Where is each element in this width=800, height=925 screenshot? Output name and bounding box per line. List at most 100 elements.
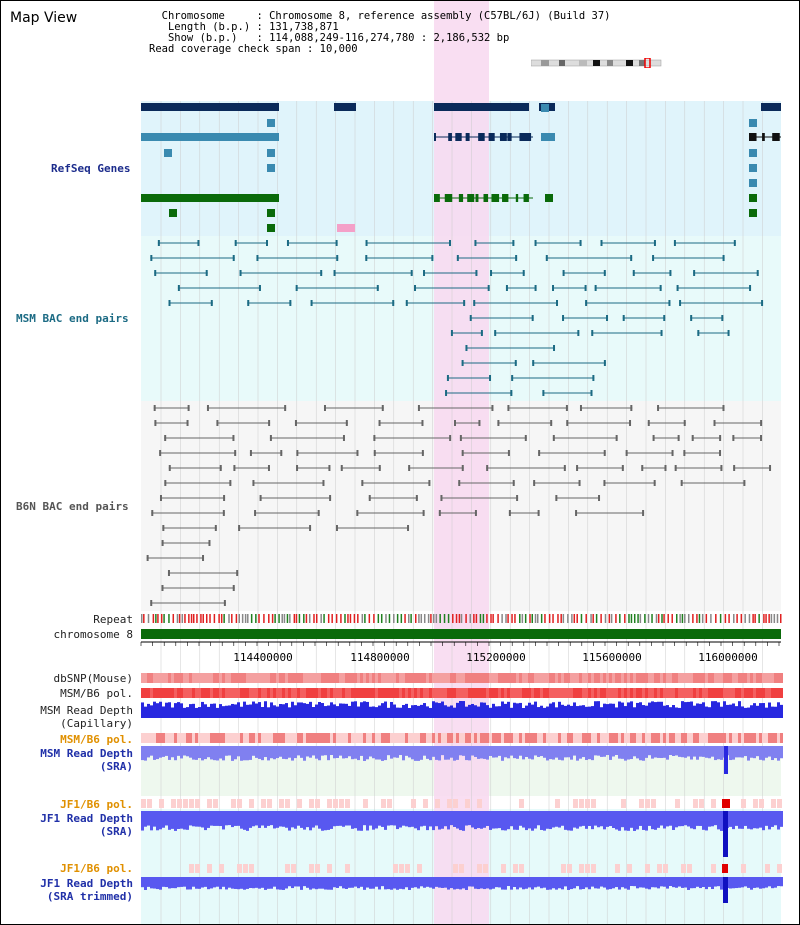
bac-end [514,360,517,366]
sra-depth-bar [678,746,681,757]
jf1-pol2-cell [567,864,572,873]
msm-pol2-cell [321,733,324,743]
repeat-mark [244,614,247,623]
bac-end [474,510,477,516]
bac-end [333,270,336,276]
read-depth-bar [222,706,225,718]
msm-pol-cell [639,688,642,698]
dbsnp-cell [267,673,270,683]
read-depth-bar [318,701,321,718]
jf1-trim-bar [240,877,243,889]
msm-pol-cell [612,688,615,698]
jf1-depth-bar [468,811,471,826]
bac-end [505,285,508,291]
jf1-pol-cell [189,799,194,808]
read-depth-bar [501,701,504,718]
read-depth-bar [174,703,177,718]
sra-depth-bar [318,746,321,761]
msm-pol2-cell [204,733,207,743]
chromosome-ideogram[interactable] [530,53,663,69]
dbsnp-cell [528,673,531,683]
msm-pol2-cell [381,733,384,743]
jf1-pol-cell [573,799,578,808]
bac-end [693,270,696,276]
dbsnp-cell [597,673,600,683]
jf1-trim-bar [273,877,276,887]
msm-pol-cell [219,688,222,698]
sra-depth-bar [495,746,498,758]
bac-end [553,345,556,351]
repeat-mark [705,614,708,623]
read-depth-bar [585,706,588,718]
axis-tick-label: 114400000 [233,651,293,664]
dbsnp-cell [417,673,420,683]
jf1-depth-bar [168,811,171,830]
jf1-pol-cell [759,799,764,808]
jf1-trim-bar [345,877,348,889]
read-depth-bar [762,703,765,718]
read-depth-bar [297,702,300,718]
msm-pol-cell [234,688,237,698]
dbsnp-cell [378,673,381,683]
msm-pol2-cell [528,733,531,743]
msm-pol2-cell [486,733,489,743]
jf1-trim-bar [639,877,642,888]
msm-pol2-cell [465,733,468,743]
bac-end [146,555,149,561]
msm-pol-cell [210,688,213,698]
msm-pol-cell [255,688,258,698]
bac-end [446,375,449,381]
jf1-pol2-cell [645,864,650,873]
dbsnp-cell [726,673,729,683]
bac-end [428,480,431,486]
jf1-trim-bar [474,877,477,889]
jf1-pol-cell [753,799,758,808]
jf1-trim-bar [765,877,768,888]
jf1-trim-bar [780,877,783,887]
repeat-mark [308,614,311,623]
bac-end [461,450,464,456]
jf1-depth-bar [426,811,429,831]
bac-end [600,240,603,246]
jf1-depth-bar [225,811,228,826]
gene-block [141,133,279,141]
dbsnp-cell [735,673,738,683]
read-depth-bar [201,701,204,718]
dbsnp-cell [495,673,498,683]
jf1-trim-bar [291,877,294,889]
msm-pol-cell [498,688,501,698]
read-depth-bar [735,706,738,718]
jf1-depth-bar [777,811,780,830]
msm-pol2-cell [738,733,741,743]
jf1-trim-bar [309,877,312,890]
jf1-trim-bar [624,877,627,889]
repeat-mark [213,614,216,623]
msm-pol2-cell [360,733,363,743]
repeat-mark [773,614,776,623]
repeat-mark [181,614,184,623]
msm-pol-cell [216,688,219,698]
sra-depth-bar [507,746,510,759]
repeat-mark [377,614,380,623]
jf1-pol-cell [315,799,320,808]
dbsnp-cell [360,673,363,683]
msm-pol-cell [294,688,297,698]
bac-end [150,600,153,606]
read-depth-bar [357,706,360,718]
jf1-trim-bar [540,877,543,889]
repeat-mark [373,614,375,623]
dbsnp-cell [633,673,636,683]
jf1-trim-bar [759,877,762,889]
jf1-pol2-cell [615,864,620,873]
msm-pol-cell [495,688,498,698]
jf1-depth-bar [309,811,312,831]
msm-pol2-cell [375,733,378,743]
bac-end [632,270,635,276]
jf1-trim-bar [354,877,357,887]
jf1-pol2-cell [393,864,398,873]
repeat-mark [571,614,573,623]
jf1-pol2-cell [453,864,458,873]
repeat-mark [408,614,410,623]
jf1-pol2-cell [291,864,296,873]
gene-block [334,103,356,111]
